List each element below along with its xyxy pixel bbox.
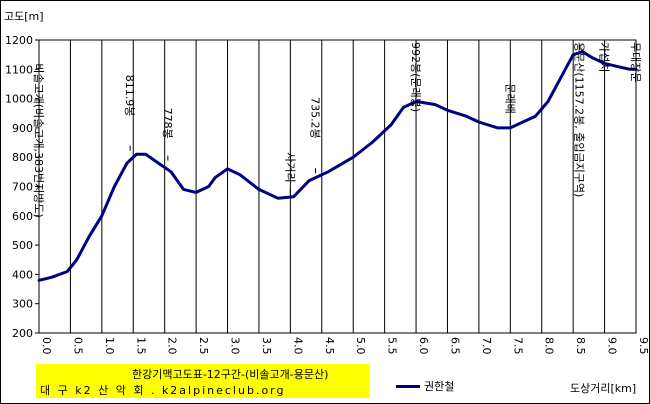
- y-tick-label: 400: [12, 268, 33, 281]
- annotation-label: 992봉(문래봉): [409, 42, 422, 112]
- annotation-label: 용문산(1157.2봉, 출입금지구역): [572, 42, 585, 197]
- elevation-series-line: [37, 50, 638, 282]
- x-tick-label: 1.5: [134, 337, 147, 355]
- y-tick-label: 1000: [5, 93, 33, 106]
- x-tick-label: 2.0: [166, 337, 179, 355]
- annotation-label: 778봉: [161, 108, 174, 139]
- x-tick-label: 1.0: [103, 337, 116, 355]
- y-tick-label: 900: [12, 122, 33, 135]
- x-tick-label: 6.0: [417, 337, 430, 355]
- caption-title: 한강기맥고도표-12구간-(비솔고개-용문산): [132, 368, 329, 381]
- annotation-label: 비솔고개(비솔고개,383번지방도): [32, 63, 45, 218]
- y-tick-label: 1200: [5, 34, 33, 47]
- annotation-label: 735.2봉: [309, 97, 322, 139]
- annotation-label: 문래배: [503, 83, 516, 113]
- y-tick-label: 1100: [5, 63, 33, 76]
- x-tick-label: 6.5: [448, 337, 461, 355]
- x-tick-label: 0.5: [71, 337, 84, 355]
- y-tick-label: 200: [12, 327, 33, 340]
- x-tick-label: 5.0: [354, 337, 367, 355]
- caption-box: 한강기맥고도표-12구간-(비솔고개-용문산) 대 구 k2 산 악 회 . k…: [36, 364, 370, 398]
- legend: 권한철: [396, 378, 454, 394]
- x-tick-label: 7.5: [511, 337, 524, 355]
- caption-org: 대 구 k2 산 악 회 . k2alpineclub.org: [40, 384, 286, 397]
- legend-swatch: [396, 384, 420, 388]
- x-tick-label: 8.5: [574, 337, 587, 355]
- x-tick-label: 2.5: [197, 337, 210, 355]
- x-tick-label: 5.5: [386, 337, 399, 355]
- y-tick-label: 800: [12, 151, 33, 164]
- x-tick-label: 9.0: [606, 337, 619, 355]
- x-tick-label: 3.5: [260, 337, 273, 355]
- annotation-label: 사거리: [283, 152, 296, 182]
- y-tick-label: 500: [12, 239, 33, 252]
- y-tick-label: 600: [12, 210, 33, 223]
- annotation-label: 무대장문: [629, 42, 642, 82]
- y-axis-title: 고도[m]: [4, 10, 44, 23]
- y-tick-label: 700: [12, 181, 33, 194]
- annotation-label: 가섭치: [598, 42, 611, 72]
- x-tick-label: 4.5: [323, 337, 336, 355]
- x-tick-label: 8.0: [543, 337, 556, 355]
- legend-label: 권한철: [424, 380, 455, 393]
- y-tick-label: 300: [12, 298, 33, 311]
- x-tick-label: 7.0: [480, 337, 493, 355]
- x-tick-label: 9.5: [637, 337, 650, 355]
- x-axis-title: 도상거리[km]: [570, 382, 637, 395]
- annotation-label: 811.9봉: [123, 75, 136, 117]
- x-tick-label: 0.0: [40, 337, 53, 355]
- x-tick-label: 3.0: [229, 337, 242, 355]
- x-tick-label: 4.0: [291, 337, 304, 355]
